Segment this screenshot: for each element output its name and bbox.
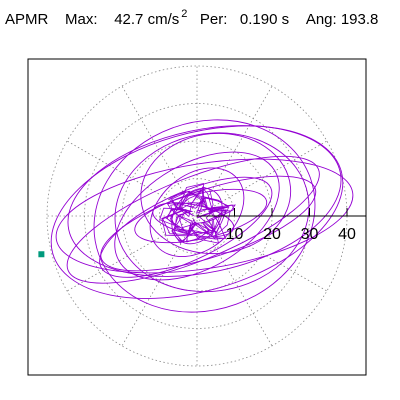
x-tick-label-40: 40: [338, 226, 356, 243]
per-value: 0.190: [239, 11, 278, 28]
max-units: cm/s: [147, 11, 180, 28]
ang-value: 193.8: [340, 11, 379, 28]
trace-loop-9: [149, 167, 245, 258]
x-tick-label-20: 20: [263, 226, 281, 243]
max-point-marker: [38, 251, 45, 258]
max-value: 42.7: [114, 11, 144, 28]
trace-loop-12: [140, 132, 292, 255]
grid-spoke-150: [66, 140, 198, 217]
grid-spoke-300: [196, 215, 273, 347]
max-label: Max:: [65, 11, 98, 28]
ang-label: Ang:: [305, 11, 337, 28]
grid-spoke-60: [196, 85, 273, 217]
axis-layer: 10 20 30 40: [38, 208, 366, 258]
grid-spoke-240: [121, 215, 198, 347]
max-units-exponent: 2: [181, 8, 188, 20]
trace-loop-2: [67, 125, 342, 277]
x-tick-label-30: 30: [301, 226, 319, 243]
motion-trace: [50, 119, 354, 313]
trace-loop-0: [55, 158, 354, 274]
trace-loop-5: [114, 132, 310, 293]
plot-frame: [27, 58, 367, 376]
trace-loop-4: [66, 155, 320, 284]
per-label: Per:: [199, 11, 228, 28]
station-code: APMR: [5, 11, 49, 28]
trace-core-scribble: [159, 182, 236, 244]
per-units: s: [281, 11, 290, 28]
x-tick-label-10: 10: [226, 226, 244, 243]
trace-loop-3: [93, 119, 316, 313]
header: APMR Max: 42.7 cm/s 2 Per: 0.190 s Ang: 1…: [5, 8, 379, 28]
grid-spoke-30: [196, 140, 328, 217]
trace-loop-1: [50, 125, 344, 299]
grid-spoke-120: [121, 85, 198, 217]
trace-loop-7: [114, 151, 280, 281]
